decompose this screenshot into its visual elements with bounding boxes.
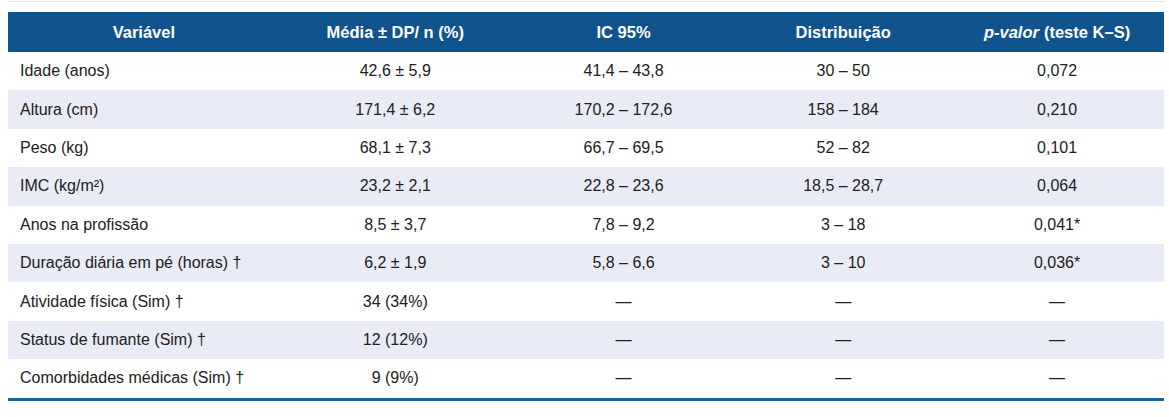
cell-ic95: 66,7 – 69,5 bbox=[511, 129, 736, 167]
cell-pvalor: 0,101 bbox=[950, 129, 1164, 167]
column-header-variavel: Variável bbox=[8, 12, 280, 52]
cell-pvalor: — bbox=[950, 282, 1164, 320]
table-row-fumante: Status de fumante (Sim) † 12 (12%) — — — bbox=[8, 321, 1164, 359]
cell-distribuicao: 52 – 82 bbox=[736, 129, 950, 167]
cell-media: 23,2 ± 2,1 bbox=[280, 167, 511, 205]
cell-media: 42,6 ± 5,9 bbox=[280, 52, 511, 90]
cell-distribuicao: 18,5 – 28,7 bbox=[736, 167, 950, 205]
cell-media: 34 (34%) bbox=[280, 282, 511, 320]
table-header-row: Variável Média ± DP/ n (%) IC 95% Distri… bbox=[8, 12, 1164, 52]
cell-media: 8,5 ± 3,7 bbox=[280, 206, 511, 244]
table-row-duracao-em-pe: Duração diária em pé (horas) † 6,2 ± 1,9… bbox=[8, 244, 1164, 282]
cell-variavel: Altura (cm) bbox=[8, 90, 280, 128]
column-header-pvalor: p-valor (teste K–S) bbox=[950, 12, 1164, 52]
cell-ic95: 22,8 – 23,6 bbox=[511, 167, 736, 205]
top-hairline-divider bbox=[8, 1, 1164, 2]
table-row-imc: IMC (kg/m²) 23,2 ± 2,1 22,8 – 23,6 18,5 … bbox=[8, 167, 1164, 205]
cell-pvalor: — bbox=[950, 321, 1164, 359]
cell-pvalor: 0,072 bbox=[950, 52, 1164, 90]
cell-variavel: Duração diária em pé (horas) † bbox=[8, 244, 280, 282]
cell-distribuicao: 3 – 18 bbox=[736, 206, 950, 244]
cell-ic95: 170,2 – 172,6 bbox=[511, 90, 736, 128]
table-row-atividade-fisica: Atividade física (Sim) † 34 (34%) — — — bbox=[8, 282, 1164, 320]
cell-media: 171,4 ± 6,2 bbox=[280, 90, 511, 128]
cell-media: 68,1 ± 7,3 bbox=[280, 129, 511, 167]
column-header-distribuicao: Distribuição bbox=[736, 12, 950, 52]
cell-media: 6,2 ± 1,9 bbox=[280, 244, 511, 282]
pvalor-italic-label: p-valor bbox=[984, 23, 1039, 41]
table-row-altura: Altura (cm) 171,4 ± 6,2 170,2 – 172,6 15… bbox=[8, 90, 1164, 128]
cell-ic95: 7,8 – 9,2 bbox=[511, 206, 736, 244]
cell-distribuicao: — bbox=[736, 282, 950, 320]
cell-variavel: Status de fumante (Sim) † bbox=[8, 321, 280, 359]
pvalor-test-label: (teste K–S) bbox=[1044, 23, 1130, 41]
table-row-idade: Idade (anos) 42,6 ± 5,9 41,4 – 43,8 30 –… bbox=[8, 52, 1164, 90]
cell-variavel: Atividade física (Sim) † bbox=[8, 282, 280, 320]
cell-ic95: 5,8 – 6,6 bbox=[511, 244, 736, 282]
cell-media: 9 (9%) bbox=[280, 359, 511, 397]
cell-pvalor: 0,210 bbox=[950, 90, 1164, 128]
cell-ic95: — bbox=[511, 282, 736, 320]
table-row-anos-profissao: Anos na profissão 8,5 ± 3,7 7,8 – 9,2 3 … bbox=[8, 206, 1164, 244]
cell-pvalor: 0,041* bbox=[950, 206, 1164, 244]
cell-ic95: — bbox=[511, 359, 736, 397]
cell-pvalor: — bbox=[950, 359, 1164, 397]
cell-distribuicao: — bbox=[736, 321, 950, 359]
cell-variavel: Peso (kg) bbox=[8, 129, 280, 167]
cell-distribuicao: 3 – 10 bbox=[736, 244, 950, 282]
column-header-media-dp: Média ± DP/ n (%) bbox=[280, 12, 511, 52]
cell-ic95: — bbox=[511, 321, 736, 359]
cell-variavel: Comorbidades médicas (Sim) † bbox=[8, 359, 280, 397]
cell-media: 12 (12%) bbox=[280, 321, 511, 359]
cell-variavel: IMC (kg/m²) bbox=[8, 167, 280, 205]
cell-ic95: 41,4 – 43,8 bbox=[511, 52, 736, 90]
cell-pvalor: 0,064 bbox=[950, 167, 1164, 205]
descriptive-statistics-table: Variável Média ± DP/ n (%) IC 95% Distri… bbox=[8, 12, 1164, 398]
table-header: Variável Média ± DP/ n (%) IC 95% Distri… bbox=[8, 12, 1164, 52]
cell-variavel: Idade (anos) bbox=[8, 52, 280, 90]
table-row-comorbidades: Comorbidades médicas (Sim) † 9 (9%) — — … bbox=[8, 359, 1164, 397]
cell-pvalor: 0,036* bbox=[950, 244, 1164, 282]
cell-distribuicao: — bbox=[736, 359, 950, 397]
cell-distribuicao: 30 – 50 bbox=[736, 52, 950, 90]
page: Variável Média ± DP/ n (%) IC 95% Distri… bbox=[0, 0, 1169, 417]
table-body: Idade (anos) 42,6 ± 5,9 41,4 – 43,8 30 –… bbox=[8, 52, 1164, 398]
column-header-ic95: IC 95% bbox=[511, 12, 736, 52]
descriptive-statistics-table-wrap: Variável Média ± DP/ n (%) IC 95% Distri… bbox=[8, 12, 1164, 401]
cell-variavel: Anos na profissão bbox=[8, 206, 280, 244]
table-row-peso: Peso (kg) 68,1 ± 7,3 66,7 – 69,5 52 – 82… bbox=[8, 129, 1164, 167]
cell-distribuicao: 158 – 184 bbox=[736, 90, 950, 128]
